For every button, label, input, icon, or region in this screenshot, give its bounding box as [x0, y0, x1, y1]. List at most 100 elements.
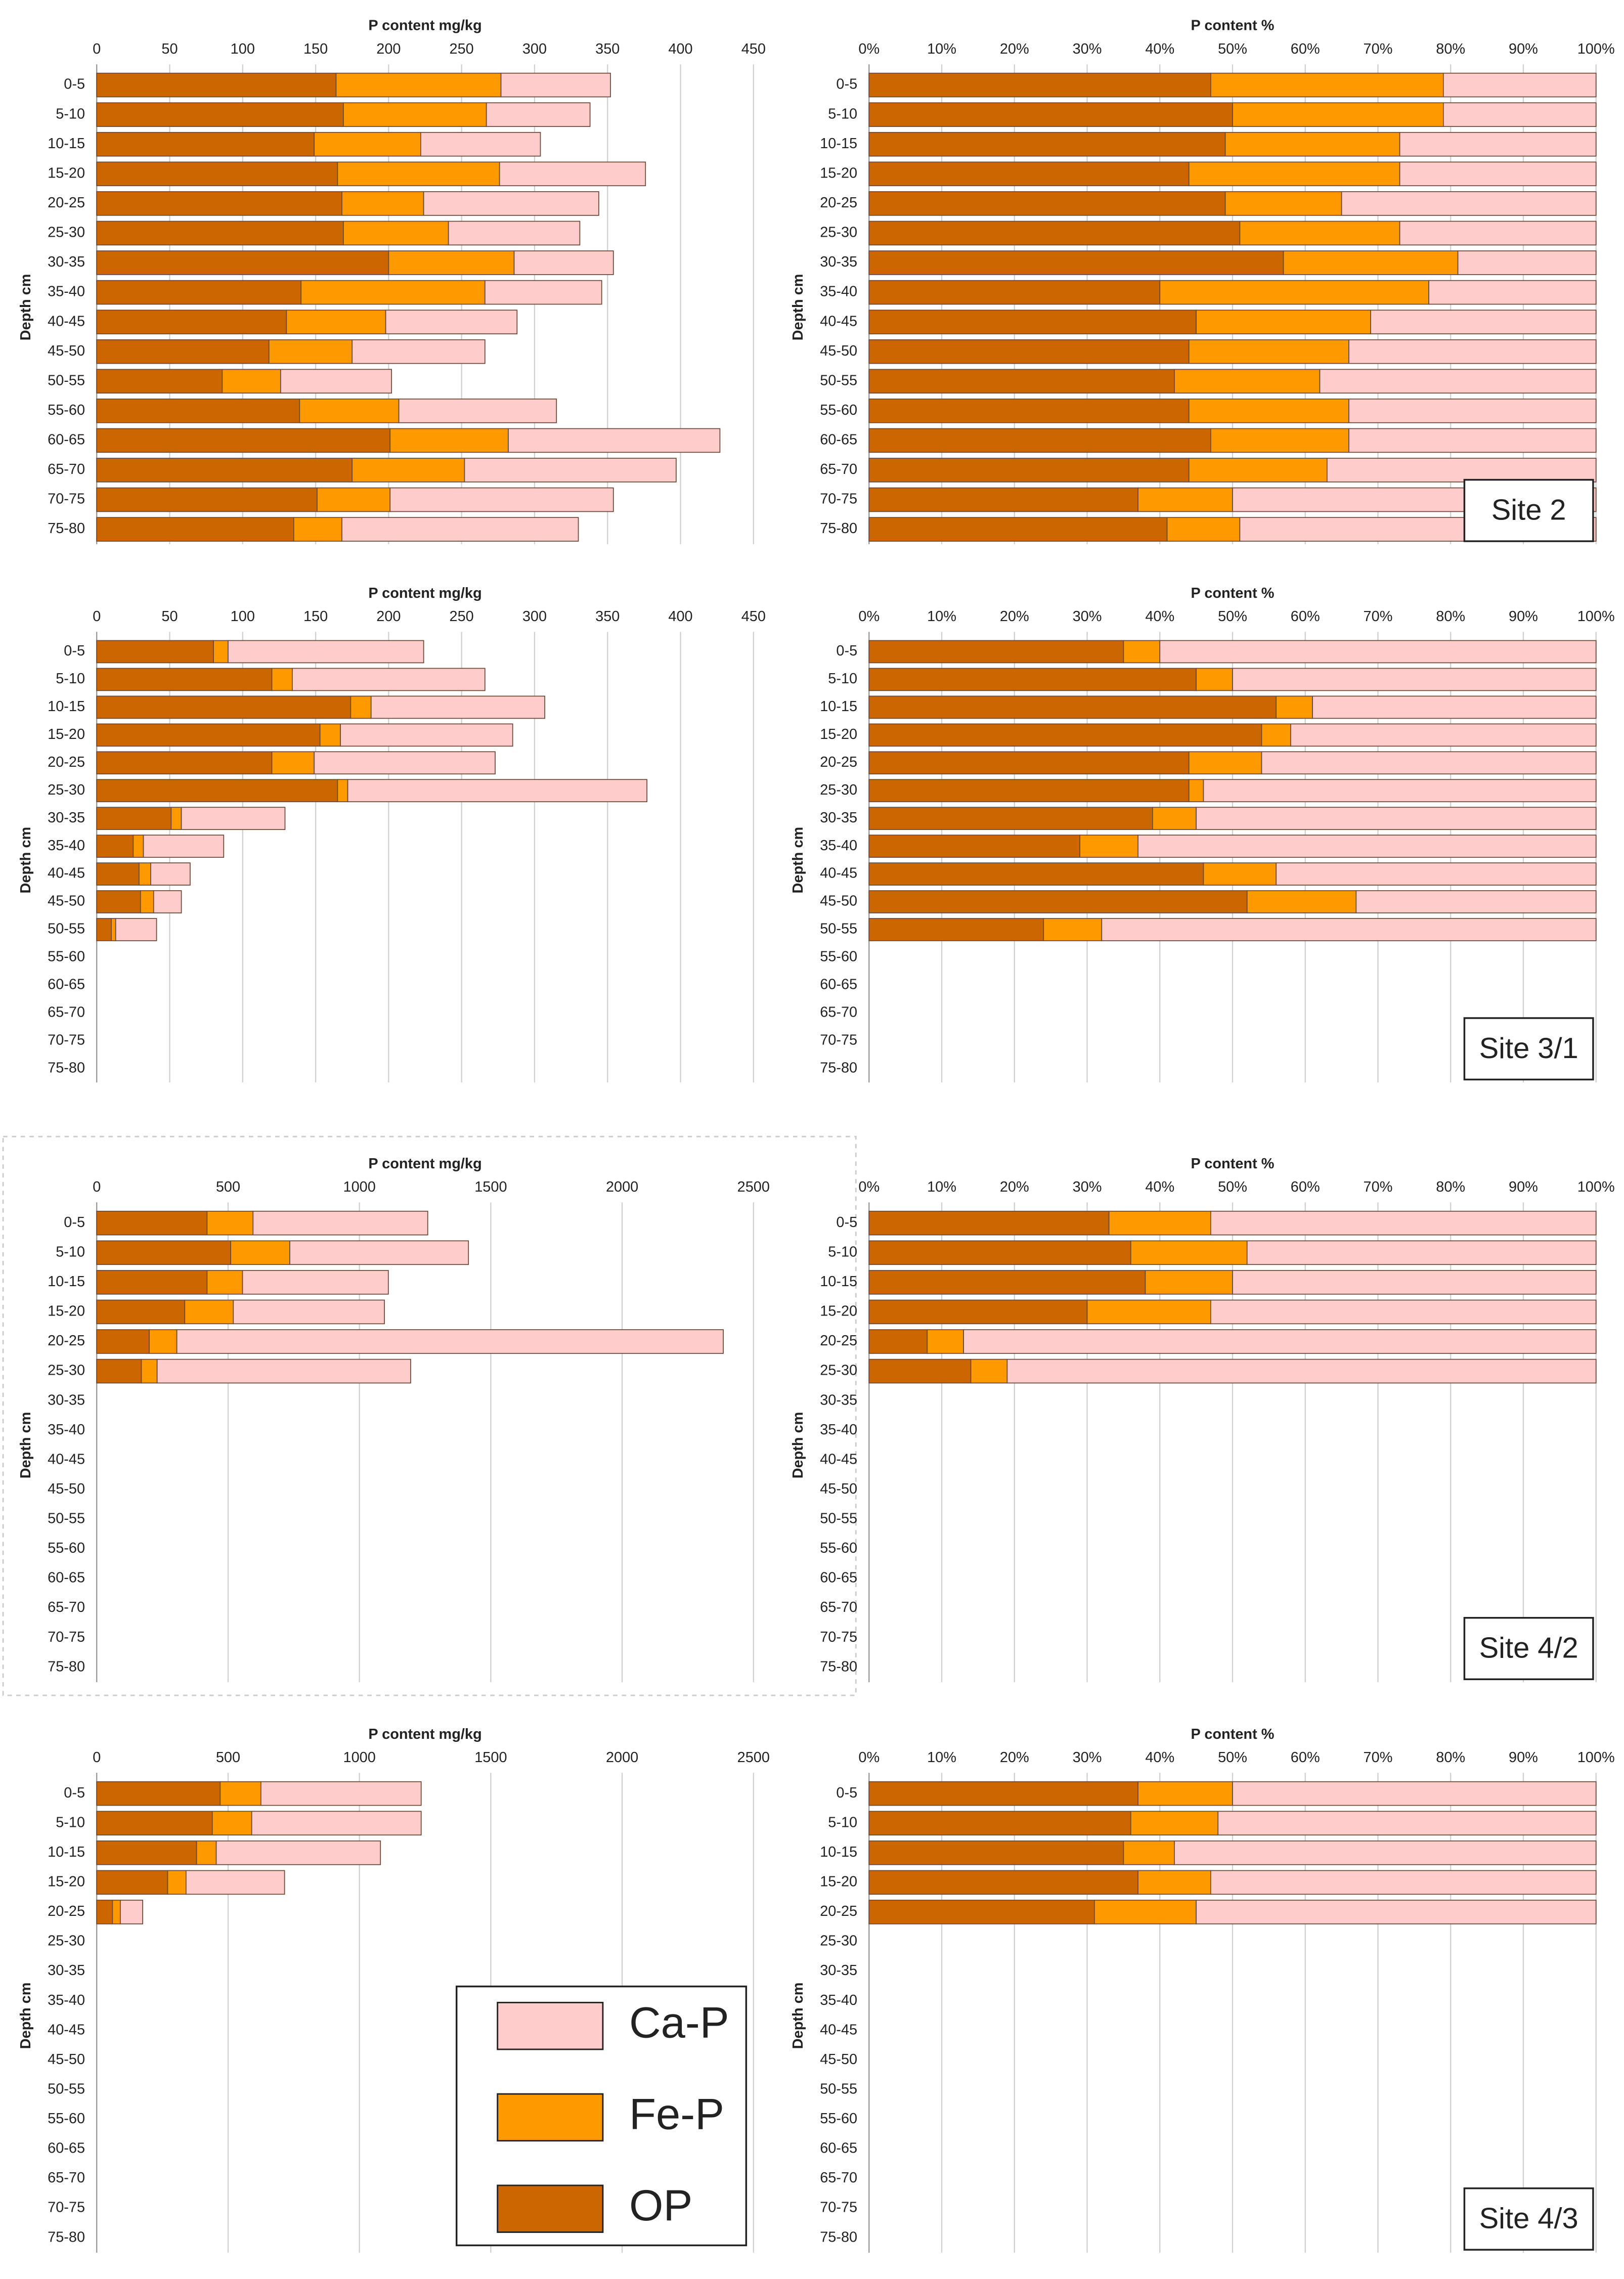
x-tick-label: 30% — [1073, 1179, 1102, 1195]
bar-segment — [1137, 835, 1597, 858]
bar-segment — [868, 751, 1190, 775]
bar-segment — [286, 310, 386, 334]
bar-segment — [868, 102, 1233, 127]
y-axis-label: Depth cm — [790, 274, 806, 341]
y-tick-label: 55-60 — [820, 1540, 857, 1556]
y-tick-label: 15-20 — [48, 1303, 85, 1320]
bar-segment — [868, 695, 1277, 719]
bar-segment — [96, 1270, 208, 1295]
y-tick-label: 30-35 — [820, 1392, 857, 1408]
bar-segment — [141, 1358, 158, 1384]
y-tick-label: 20-25 — [820, 195, 857, 211]
y-tick-label: 45-50 — [820, 1481, 857, 1497]
bar-segment — [96, 428, 391, 453]
y-tick-label: 60-65 — [48, 432, 85, 448]
y-tick-label: 50-55 — [48, 1511, 85, 1527]
y-tick-label: 15-20 — [820, 726, 857, 742]
y-tick-label: 70-75 — [820, 1629, 857, 1645]
bar-segment — [1290, 723, 1597, 747]
y-tick-label: 35-40 — [820, 1992, 857, 2008]
y-tick-label: 0-5 — [64, 1785, 85, 1801]
bar-segment — [149, 1329, 178, 1354]
bar-segment — [868, 1840, 1124, 1865]
x-tick-label: 200 — [376, 41, 401, 57]
bar-segment — [337, 779, 348, 803]
y-tick-label: 75-80 — [820, 1658, 857, 1675]
bar-segment — [1210, 1210, 1597, 1236]
y-tick-label: 45-50 — [820, 893, 857, 909]
y-tick-label: 20-25 — [820, 1333, 857, 1349]
bar-segment — [352, 458, 465, 483]
bar-segment — [96, 1870, 168, 1895]
bar-segment — [1210, 1299, 1597, 1325]
y-tick-label: 25-30 — [48, 1363, 85, 1379]
bar-segment — [260, 1781, 422, 1806]
x-tick-label: 80% — [1436, 1749, 1465, 1766]
x-tick-label: 30% — [1073, 608, 1102, 625]
y-tick-label: 20-25 — [48, 195, 85, 211]
bar-segment — [1232, 102, 1444, 127]
bar-segment — [1079, 835, 1139, 858]
bar-segment — [96, 751, 273, 775]
y-tick-label: 65-70 — [48, 1599, 85, 1615]
site-label-text: Site 3/1 — [1479, 1032, 1578, 1065]
y-tick-label: 55-60 — [820, 402, 857, 418]
bar-segment — [1196, 310, 1371, 334]
bar-segment — [370, 695, 546, 719]
bar-segment — [1043, 918, 1103, 941]
bar-segment — [96, 72, 337, 98]
bar-segment — [96, 517, 294, 542]
bar-segment — [868, 1900, 1095, 1924]
bar-segment — [140, 890, 154, 913]
bar-segment — [868, 1781, 1139, 1806]
y-tick-label: 25-30 — [48, 782, 85, 798]
bar-segment — [96, 890, 141, 913]
x-tick-label: 0 — [93, 1749, 101, 1766]
bar-segment — [868, 862, 1204, 886]
y-tick-label: 5-10 — [56, 106, 85, 122]
bar-segment — [868, 280, 1161, 305]
bar-segment — [292, 668, 486, 691]
bar-segment — [1137, 1870, 1211, 1895]
y-tick-label: 35-40 — [820, 838, 857, 854]
bar-segment — [271, 751, 315, 775]
bar-segment — [252, 1210, 428, 1236]
bar-segment — [868, 1270, 1146, 1295]
bar-segment — [343, 221, 449, 246]
site-label-text: Site 2 — [1491, 494, 1566, 527]
legend-label: OP — [629, 2181, 692, 2230]
x-tick-label: 2000 — [606, 1749, 638, 1766]
bar-segment — [335, 72, 502, 98]
x-tick-label: 0 — [93, 41, 101, 57]
y-tick-label: 0-5 — [836, 643, 857, 659]
y-tick-label: 75-80 — [820, 2229, 857, 2245]
bar-segment — [1276, 695, 1313, 719]
bar-segment — [299, 399, 400, 423]
bar-segment — [289, 1240, 469, 1265]
bar-segment — [1086, 1299, 1211, 1325]
y-tick-label: 0-5 — [836, 1214, 857, 1231]
x-tick-label: 0 — [93, 1179, 101, 1195]
y-tick-label: 20-25 — [820, 754, 857, 770]
chart-title: P content mg/kg — [368, 1726, 481, 1742]
bar-segment — [96, 221, 344, 246]
bar-segment — [228, 640, 424, 664]
y-tick-label: 55-60 — [48, 2111, 85, 2127]
y-tick-label: 0-5 — [64, 76, 85, 93]
bar-segment — [868, 221, 1241, 246]
bar-segment — [868, 339, 1190, 364]
x-tick-label: 100% — [1577, 1749, 1615, 1766]
y-tick-label: 10-15 — [820, 136, 857, 152]
x-tick-label: 350 — [595, 41, 620, 57]
y-tick-label: 40-45 — [820, 2022, 857, 2038]
bar-segment — [96, 1811, 213, 1836]
y-tick-label: 0-5 — [64, 1214, 85, 1231]
bar-segment — [868, 807, 1153, 830]
bar-segment — [508, 428, 721, 453]
bar-segment — [1399, 132, 1597, 157]
bar-segment — [167, 1870, 187, 1895]
bar-segment — [868, 191, 1226, 216]
y-axis-label: Depth cm — [790, 1983, 806, 2049]
bar-segment — [96, 695, 352, 719]
bar-segment — [96, 310, 287, 334]
